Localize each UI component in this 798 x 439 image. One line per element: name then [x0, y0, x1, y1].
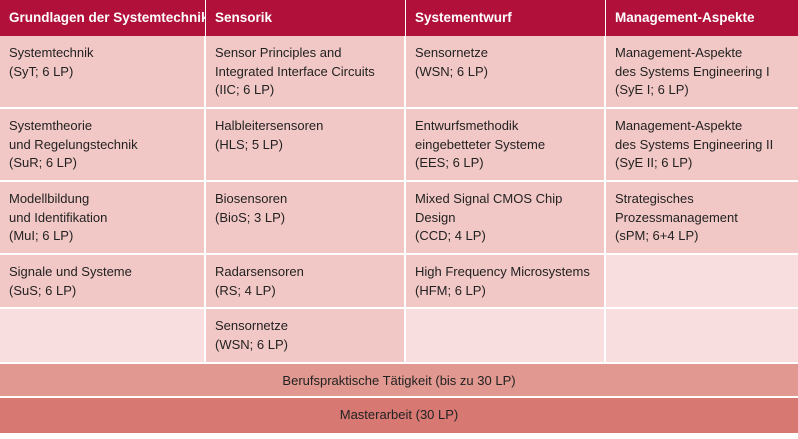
- empty-cell: [406, 309, 606, 364]
- module-cell: Sensor Principles and Integrated Interfa…: [206, 36, 406, 109]
- thesis-row: Masterarbeit (30 LP): [0, 398, 798, 433]
- header-systementwurf: Systementwurf: [406, 0, 606, 36]
- module-cell: Sensornetze (WSN; 6 LP): [406, 36, 606, 109]
- module-cell: Entwurfsmethodik eingebetteter Systeme (…: [406, 109, 606, 182]
- module-grid: Systemtechnik (SyT; 6 LP) Sensor Princip…: [0, 36, 798, 364]
- practice-row: Berufspraktische Tätigkeit (bis zu 30 LP…: [0, 364, 798, 398]
- module-cell: Management-Aspekte des Systems Engineeri…: [606, 109, 798, 182]
- empty-cell: [606, 309, 798, 364]
- module-cell: Sensornetze (WSN; 6 LP): [206, 309, 406, 364]
- module-cell: Halbleitersensoren (HLS; 5 LP): [206, 109, 406, 182]
- module-cell: Systemtheorie und Regelungstechnik (SuR;…: [0, 109, 206, 182]
- module-cell: High Frequency Microsystems (HFM; 6 LP): [406, 255, 606, 309]
- header-sensorik: Sensorik: [206, 0, 406, 36]
- module-cell: Modellbildung und Identifikation (MuI; 6…: [0, 182, 206, 255]
- empty-cell: [0, 309, 206, 364]
- module-cell: Radarsensoren (RS; 4 LP): [206, 255, 406, 309]
- module-cell: Strategisches Prozessmanagement (sPM; 6+…: [606, 182, 798, 255]
- header-row: Grundlagen der Systemtechnik Sensorik Sy…: [0, 0, 798, 36]
- module-cell: Mixed Signal CMOS Chip Design (CCD; 4 LP…: [406, 182, 606, 255]
- module-cell: Biosensoren (BioS; 3 LP): [206, 182, 406, 255]
- header-management: Management-Aspekte: [615, 10, 755, 25]
- header-grundlagen: Grundlagen der Systemtechnik: [0, 0, 206, 36]
- empty-cell: [606, 255, 798, 309]
- module-cell: Systemtechnik (SyT; 6 LP): [0, 36, 206, 109]
- module-cell: Management-Aspekte des Systems Engineeri…: [606, 36, 798, 109]
- module-cell: Signale und Systeme (SuS; 6 LP): [0, 255, 206, 309]
